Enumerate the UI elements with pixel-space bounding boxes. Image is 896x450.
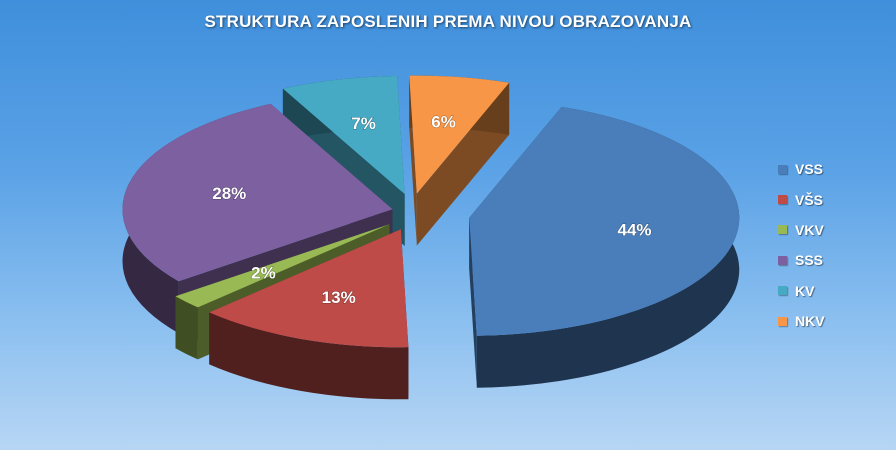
legend-swatch [778, 316, 787, 326]
legend-label: KV [795, 282, 815, 299]
slice-nkv [409, 75, 510, 194]
slice-vss [209, 229, 409, 348]
slice-vkv-rim [175, 296, 198, 360]
legend-swatch [778, 195, 787, 205]
slice-vss [469, 106, 740, 336]
legend-label: VŠS [795, 191, 824, 208]
data-label-vkv: 2% [251, 263, 276, 282]
slice-vkv [175, 224, 390, 308]
slice-kv [282, 76, 405, 194]
data-label-kv: 7% [351, 114, 376, 133]
slice-vss-wall [469, 217, 477, 388]
chart-title: STRUKTURA ZAPOSLENIH PREMA NIVOU OBRAZOV… [204, 12, 692, 31]
legend-swatch [778, 286, 787, 296]
pie-tops [122, 75, 740, 348]
legend-item-vkv: VKV [778, 215, 825, 245]
data-label-vss: 44% [617, 220, 651, 239]
legend-label: VKV [795, 221, 824, 238]
legend-item-vss: VŠS [778, 184, 825, 214]
legend-swatch [778, 255, 787, 265]
legend-item-kv: KV [778, 276, 825, 306]
legend-swatch [778, 225, 787, 235]
pie-labels: 44% 13% 2% 28% 7% 6% [212, 112, 652, 308]
slice-sss [122, 103, 393, 282]
data-label-nkv: 6% [431, 112, 456, 131]
legend-swatch [778, 164, 787, 174]
legend-item-nkv: NKV [778, 306, 825, 336]
legend-item-sss: SSS [778, 245, 825, 275]
legend-label: VSS [795, 161, 824, 178]
chart-legend: VSS VŠS VKV SSS KV NKV [778, 154, 825, 336]
data-label-sss: 28% [212, 184, 246, 203]
legend-item-vss: VSS [778, 154, 825, 184]
data-label-vss: 13% [322, 288, 356, 307]
slice-vss-rim [209, 312, 409, 400]
legend-label: SSS [795, 252, 824, 269]
legend-label: NKV [795, 313, 825, 330]
